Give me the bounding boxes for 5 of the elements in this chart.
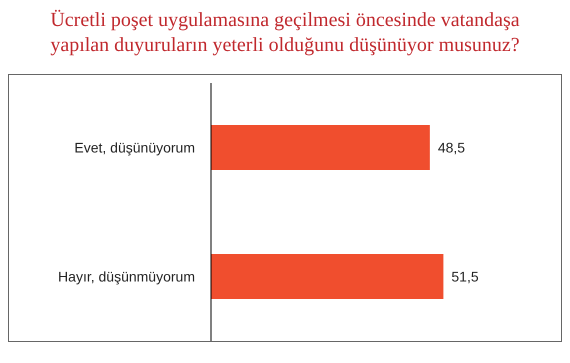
- data-label: 48,5: [438, 139, 466, 156]
- y-tick-label: Evet, düşünüyorum: [74, 139, 195, 156]
- data-label: 51,5: [451, 268, 479, 284]
- y-tick-label: Hayır, düşünmüyorum: [58, 268, 195, 284]
- chart-title: Ücretli poşet uygulamasına geçilmesi öncesinde vatandaşa yapılan duyuruların yeterli olduğunu düşünüyor musunuz?: [49, 8, 521, 58]
